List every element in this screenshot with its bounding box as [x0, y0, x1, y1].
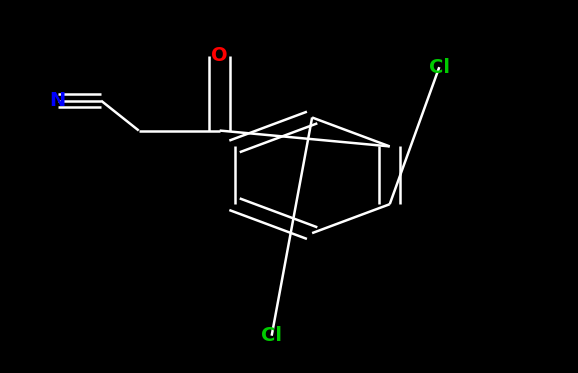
- Text: Cl: Cl: [261, 326, 282, 345]
- Text: Cl: Cl: [429, 58, 450, 76]
- Text: O: O: [212, 47, 228, 65]
- Text: N: N: [50, 91, 66, 110]
